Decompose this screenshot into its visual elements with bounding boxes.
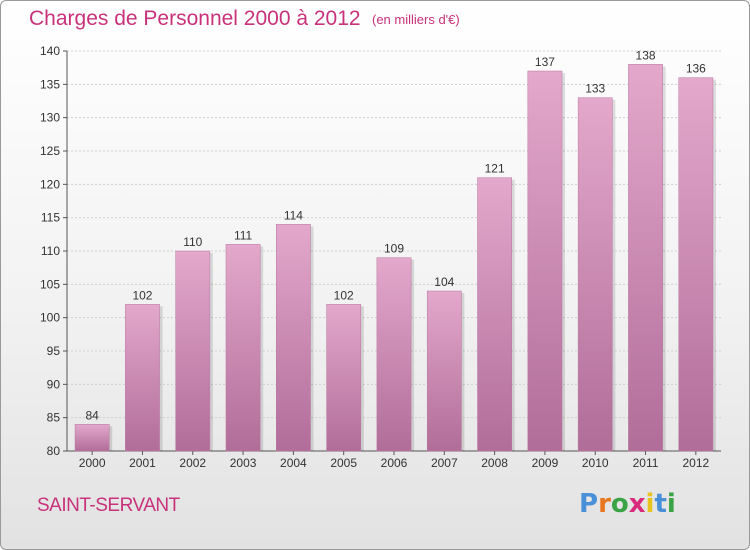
x-tick-label: 2008 <box>481 456 508 470</box>
x-tick-label: 2000 <box>79 456 106 470</box>
x-tick-label: 2005 <box>330 456 357 470</box>
y-tick-label: 90 <box>47 377 61 391</box>
data-label: 114 <box>284 208 303 222</box>
y-tick-label: 80 <box>47 444 61 458</box>
x-tick-label: 2009 <box>532 456 559 470</box>
logo-letter: t <box>654 489 667 519</box>
chart-subtitle: (en milliers d'€) <box>372 12 460 27</box>
bar <box>678 77 714 452</box>
y-tick-label: 130 <box>40 111 60 125</box>
data-labels: 84 102 110 111 114 102 109 104 121 137 133 138 136 <box>85 48 706 422</box>
bar <box>225 244 261 452</box>
data-label: 110 <box>183 235 202 249</box>
bars <box>74 64 716 452</box>
data-label: 133 <box>585 82 605 96</box>
y-tick-label: 100 <box>40 311 60 325</box>
data-label: 104 <box>434 275 454 289</box>
axes: 80 85 90 95 100 105 110 115 120 125 130 135 140 2000 2… <box>40 44 721 470</box>
proxiti-logo: Proxiti <box>579 489 676 519</box>
x-tick-label: 2004 <box>280 456 307 470</box>
bar <box>577 97 613 452</box>
x-tick-label: 2010 <box>582 456 609 470</box>
bar <box>477 177 512 452</box>
x-tick-label: 2012 <box>682 456 709 470</box>
logo-letter: x <box>628 489 646 519</box>
bar <box>175 250 211 452</box>
data-label: 111 <box>234 228 253 242</box>
y-tick-label: 105 <box>40 277 60 291</box>
logo-letter: i <box>645 489 655 519</box>
bar <box>326 304 362 452</box>
data-label: 102 <box>334 288 354 302</box>
y-tick-label: 85 <box>47 411 61 425</box>
location-name: SAINT-SERVANT <box>37 495 180 516</box>
bar <box>426 290 462 452</box>
x-tick-label: 2011 <box>633 456 659 470</box>
y-tick-label: 140 <box>40 44 60 58</box>
data-label: 84 <box>85 408 99 422</box>
bar <box>74 424 110 452</box>
x-tick-label: 2003 <box>230 456 257 470</box>
data-label: 102 <box>132 288 152 302</box>
bar <box>628 64 663 452</box>
y-tick-label: 125 <box>40 144 60 158</box>
chart-title: Charges de Personnel 2000 à 2012 <box>29 7 361 30</box>
data-label: 137 <box>535 55 555 69</box>
bar <box>276 224 311 452</box>
data-label: 109 <box>384 242 404 256</box>
logo-letter: P <box>579 489 599 519</box>
logo-letter: o <box>610 489 629 519</box>
x-tick-label: 2006 <box>381 456 408 470</box>
bar <box>125 304 160 452</box>
data-label: 136 <box>686 62 706 76</box>
y-tick-label: 120 <box>40 177 60 191</box>
x-tick-label: 2007 <box>431 456 458 470</box>
x-tick-label: 2001 <box>129 456 156 470</box>
bar <box>527 70 563 452</box>
y-tick-label: 110 <box>41 244 60 258</box>
logo-letter: r <box>598 489 611 519</box>
logo-letter: i <box>666 489 676 519</box>
x-tick-label: 2002 <box>179 456 206 470</box>
data-label: 138 <box>636 48 656 62</box>
y-tick-label: 135 <box>40 77 60 91</box>
data-label: 121 <box>485 162 505 176</box>
bar <box>376 257 412 452</box>
y-tick-label: 115 <box>41 211 60 225</box>
y-tick-label: 95 <box>47 344 61 358</box>
